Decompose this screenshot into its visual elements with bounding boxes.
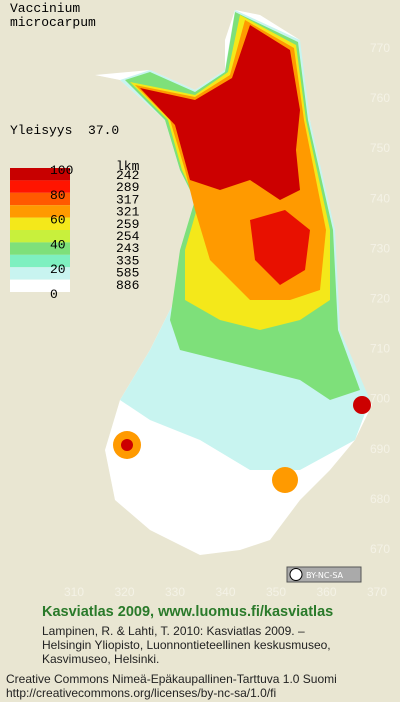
license-line: Creative Commons Nimeä-Epäkaupallinen-Ta… bbox=[6, 672, 337, 686]
frequency: Yleisyys 37.0 bbox=[10, 123, 119, 138]
scale-label: 20 bbox=[50, 262, 66, 277]
citation-line: Kasvimuseo, Helsinki. bbox=[42, 652, 160, 666]
legend-swatch bbox=[10, 254, 70, 268]
legend-swatch bbox=[10, 230, 70, 243]
legend: 100 80 60 40 20 0 2422893173212592542433355858… bbox=[10, 163, 140, 302]
y-tick-label: 680 bbox=[370, 492, 390, 506]
scale-label: 40 bbox=[50, 237, 66, 252]
scale-label: 80 bbox=[50, 188, 66, 203]
map-body bbox=[95, 10, 372, 555]
y-tick-label: 700 bbox=[370, 392, 390, 406]
x-tick-label: 310 bbox=[64, 585, 84, 599]
legend-swatch bbox=[10, 267, 70, 280]
count-label: 259 bbox=[116, 217, 139, 232]
hotspot-east bbox=[353, 396, 371, 414]
x-tick-label: 340 bbox=[215, 585, 235, 599]
y-tick-label: 740 bbox=[370, 191, 390, 205]
y-tick-label: 730 bbox=[370, 241, 390, 255]
count-label: 289 bbox=[116, 180, 139, 195]
species-name: microcarpum bbox=[10, 15, 96, 30]
zone-top bbox=[140, 25, 300, 200]
y-tick-label: 690 bbox=[370, 442, 390, 456]
legend-swatch bbox=[10, 180, 70, 193]
legend-swatch bbox=[10, 205, 70, 218]
count-header: lkm bbox=[116, 159, 140, 174]
count-label: 254 bbox=[116, 229, 140, 244]
x-tick-label: 350 bbox=[266, 585, 286, 599]
y-tick-label: 770 bbox=[370, 41, 390, 55]
scale-label: 100 bbox=[50, 163, 73, 178]
scale-label: 0 bbox=[50, 287, 58, 302]
citation-line: Helsingin Yliopisto, Luonnontieteellinen… bbox=[42, 638, 331, 652]
hotspot-south bbox=[272, 467, 298, 493]
legend-swatch bbox=[10, 217, 70, 230]
map: Vaccinium microcarpum Yleisyys 37.0 lkm … bbox=[10, 1, 390, 599]
count-label: 242 bbox=[116, 168, 139, 183]
y-tick-label: 710 bbox=[370, 342, 390, 356]
count-label: 335 bbox=[116, 253, 139, 268]
count-label: 321 bbox=[116, 205, 140, 220]
license-line: http://creativecommons.org/licenses/by-n… bbox=[6, 686, 277, 700]
legend-swatch bbox=[10, 242, 70, 255]
scale-label: 60 bbox=[50, 213, 66, 228]
legend-swatch bbox=[10, 168, 70, 181]
y-tick-label: 750 bbox=[370, 141, 390, 155]
license-badge: BY-NC-SA bbox=[286, 566, 362, 583]
axis-ticks: 310 320 330 340 350 360 370 770 760 750 740 730 720 7… bbox=[64, 41, 390, 599]
species-name: Vaccinium bbox=[10, 1, 80, 16]
footer-heading: Kasviatlas 2009, www.luomus.fi/kasviatla… bbox=[42, 604, 334, 620]
x-tick-label: 370 bbox=[367, 585, 387, 599]
x-tick-label: 330 bbox=[165, 585, 185, 599]
hotspot-west-core bbox=[121, 439, 133, 451]
citation-line: Lampinen, R. & Lahti, T. 2010: Kasviatla… bbox=[42, 624, 305, 638]
count-label: 243 bbox=[116, 241, 139, 256]
zone-top-east bbox=[250, 210, 310, 285]
badge-text: BY-NC-SA bbox=[306, 571, 344, 580]
count-label: 886 bbox=[116, 278, 139, 293]
y-tick-label: 720 bbox=[370, 292, 390, 306]
count-label: 317 bbox=[116, 192, 139, 207]
legend-swatch bbox=[10, 192, 70, 206]
x-tick-label: 360 bbox=[316, 585, 336, 599]
legend-swatch bbox=[10, 279, 70, 292]
y-tick-label: 760 bbox=[370, 91, 390, 105]
x-tick-label: 320 bbox=[114, 585, 134, 599]
y-tick-label: 670 bbox=[370, 542, 390, 556]
count-label: 585 bbox=[116, 266, 139, 281]
